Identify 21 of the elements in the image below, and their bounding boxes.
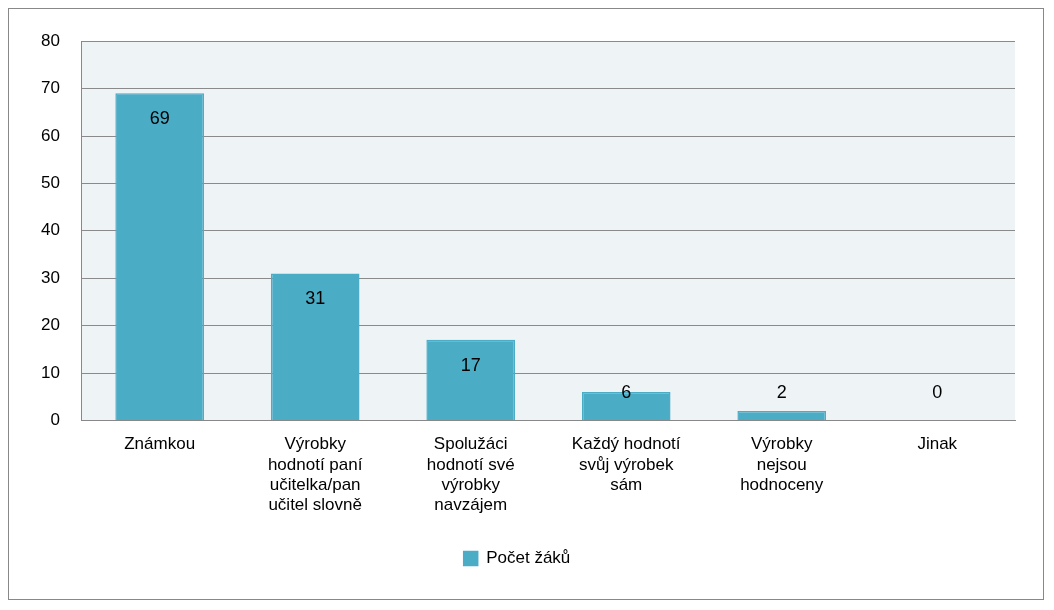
data-label: 17	[460, 354, 481, 375]
x-tick-label: Jinak	[917, 434, 958, 454]
y-tick-label: 10	[40, 362, 60, 382]
y-tick-label: 30	[40, 267, 60, 287]
y-tick-label: 40	[40, 220, 60, 240]
x-tick-label: Výrobky hodnotí paní učitelka/pan učitel slovně	[267, 434, 363, 515]
y-tick-label: 20	[40, 315, 60, 335]
data-label: 69	[149, 108, 170, 129]
y-tick-label: 70	[40, 78, 60, 98]
x-tick-label: Každý hodnotí svůj výrobek sám	[571, 434, 681, 495]
data-label: 2	[776, 381, 787, 402]
y-tick-label: 60	[40, 125, 60, 145]
x-tick-label: Známkou	[124, 434, 196, 454]
legend-label: Počet žáků	[486, 548, 571, 568]
y-tick-label: 50	[40, 173, 60, 193]
y-tick-label: 80	[40, 30, 60, 50]
y-tick-label: 0	[50, 410, 60, 430]
x-tick-label: Výrobky nejsou hodnoceny	[740, 434, 824, 495]
x-tick-label: Spolužáci hodnotí své výrobky navzájem	[426, 434, 515, 515]
data-label: 0	[932, 382, 943, 403]
data-label: 31	[305, 288, 326, 309]
